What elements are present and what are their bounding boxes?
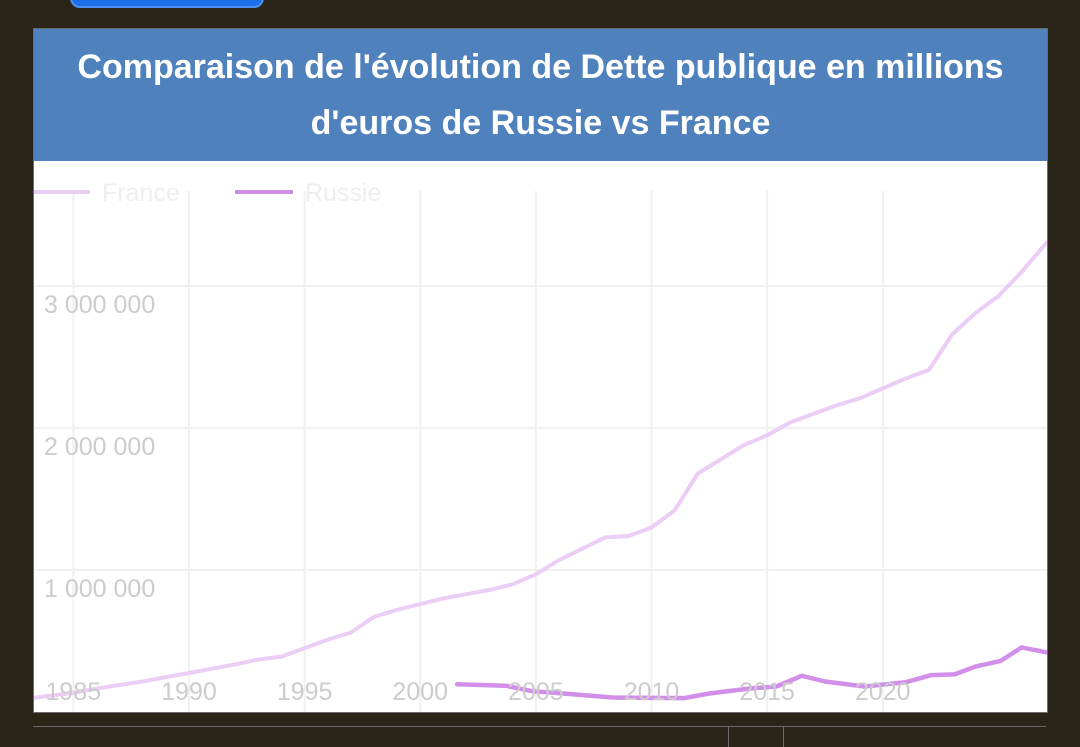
x-tick-label: 1995: [277, 678, 333, 706]
x-tick-label: 2015: [739, 678, 795, 706]
x-tick-label: 2000: [392, 678, 448, 706]
series-line-russie: [454, 645, 1047, 701]
line-chart: 1 000 000 2 000 000 3 000 000 1985 1990 1995 2…: [34, 179, 1047, 712]
legend-label-france: France: [102, 179, 180, 207]
series-line-france: [34, 240, 1047, 700]
y-tick-label: 1 000 000: [44, 575, 155, 603]
y-tick-label: 3 000 000: [44, 291, 155, 319]
legend-label-russie: Russie: [305, 179, 381, 207]
y-tick-label: 2 000 000: [44, 433, 155, 461]
x-tick-label: 1990: [161, 678, 217, 706]
chart-card: Comparaison de l'évolution de Dette publ…: [33, 28, 1048, 713]
x-tick-label: 2005: [508, 678, 564, 706]
x-tick-label: 1985: [46, 678, 102, 706]
x-tick-label: 2010: [624, 678, 680, 706]
chart-title: Comparaison de l'évolution de Dette publ…: [34, 29, 1047, 161]
top-button[interactable]: [70, 0, 264, 8]
bottom-toolbar: [33, 726, 1046, 747]
x-tick-label: 2020: [855, 678, 911, 706]
